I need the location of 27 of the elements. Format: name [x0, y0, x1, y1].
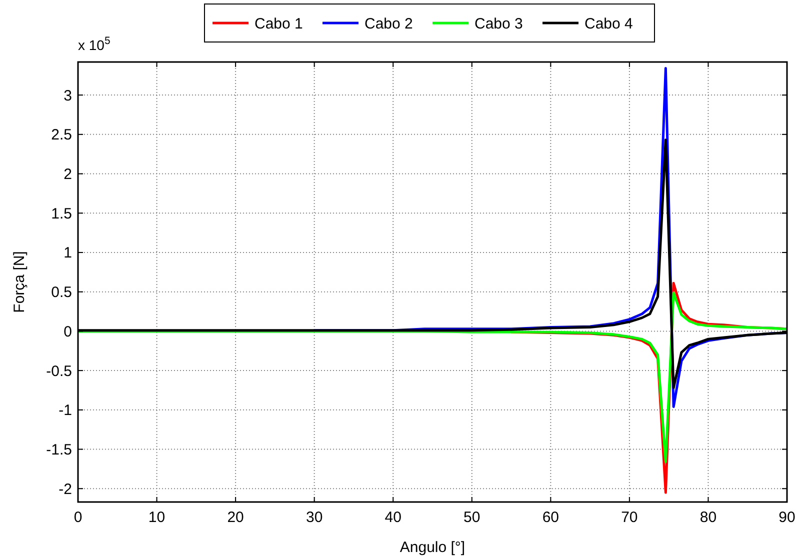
x-axis-title: Angulo [°] [400, 539, 466, 556]
legend-label: Cabo 4 [584, 15, 633, 32]
y-tick-label: -1.5 [46, 442, 72, 459]
legend-label: Cabo 3 [474, 15, 523, 32]
y-tick-label: 3 [64, 87, 72, 104]
y-tick-label: 0 [64, 323, 72, 340]
x-tick-label: 30 [306, 509, 323, 526]
y-tick-label: 0.5 [51, 284, 72, 302]
x-tick-label: 20 [227, 509, 244, 526]
y-tick-label: -1 [58, 402, 72, 420]
x-tick-label: 90 [778, 509, 796, 526]
y-axis-title: Força [N] [11, 251, 28, 313]
y-tick-label: -2 [58, 480, 72, 498]
x-tick-label: 60 [542, 509, 560, 526]
y-tick-label: 1 [64, 244, 72, 262]
x-tick-label: 50 [464, 509, 480, 526]
x-tick-label: 40 [384, 509, 402, 526]
x-tick-label: 80 [700, 509, 717, 526]
legend-label: Cabo 1 [254, 15, 303, 32]
y-tick-label: 2 [64, 166, 72, 184]
x-tick-label: 10 [148, 509, 166, 526]
y-tick-label: 2.5 [51, 126, 72, 144]
legend-label: Cabo 2 [364, 15, 413, 32]
y-tick-label: -0.5 [46, 362, 72, 380]
text: x 10$^{5}$ [78, 35, 110, 53]
x-tick-label: 70 [621, 509, 638, 526]
y-tick-label: 1.5 [51, 205, 72, 222]
